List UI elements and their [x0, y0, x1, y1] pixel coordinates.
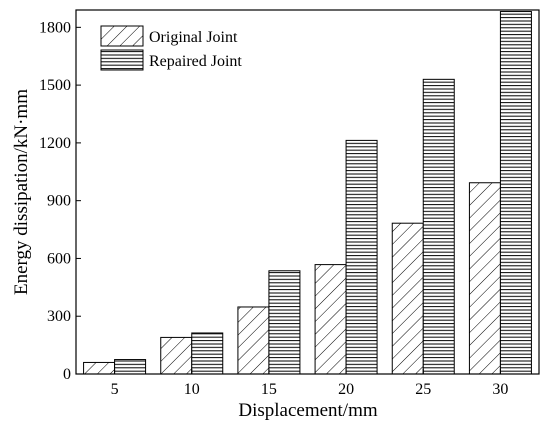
legend-label-original: Original Joint: [149, 29, 238, 46]
y-tick-label-600: 600: [47, 250, 71, 267]
bar-repaired-20: [345, 139, 378, 375]
bar-original-5: [83, 361, 116, 375]
bar-original-30: [468, 182, 501, 375]
x-tick-label-10: 10: [184, 381, 200, 398]
legend-label-repaired: Repaired Joint: [149, 53, 242, 70]
bar-original-25: [391, 222, 424, 375]
y-tick-label-1500: 1500: [39, 77, 71, 94]
legend-swatch-original: [100, 25, 144, 47]
legend: Original Joint Repaired Joint: [100, 25, 242, 71]
plot-frame: [75, 9, 540, 375]
y-tick-label-1800: 1800: [39, 19, 71, 36]
x-tick-label-5: 5: [111, 381, 119, 398]
bar-repaired-5: [114, 359, 147, 375]
x-tick-label-15: 15: [261, 381, 277, 398]
y-axis-label: Energy dissipation/kN·mm: [11, 89, 32, 295]
y-tick-label-0: 0: [63, 366, 71, 383]
x-axis-label: Displacement/mm: [238, 400, 378, 421]
x-tick-label-30: 30: [492, 381, 508, 398]
bar-repaired-25: [422, 78, 455, 375]
y-tick-label-1200: 1200: [39, 135, 71, 152]
x-tick-label-25: 25: [415, 381, 431, 398]
bar-original-20: [314, 264, 347, 375]
y-tick-label-900: 900: [47, 193, 71, 210]
bar-original-15: [237, 306, 270, 375]
bar-repaired-10: [191, 332, 224, 375]
bar-original-10: [160, 336, 193, 375]
bar-repaired-30: [499, 11, 532, 375]
bar-repaired-15: [268, 270, 301, 375]
x-tick-label-20: 20: [338, 381, 354, 398]
legend-swatch-repaired: [100, 49, 144, 71]
y-tick-label-300: 300: [47, 308, 71, 325]
bars-group: [83, 11, 532, 375]
